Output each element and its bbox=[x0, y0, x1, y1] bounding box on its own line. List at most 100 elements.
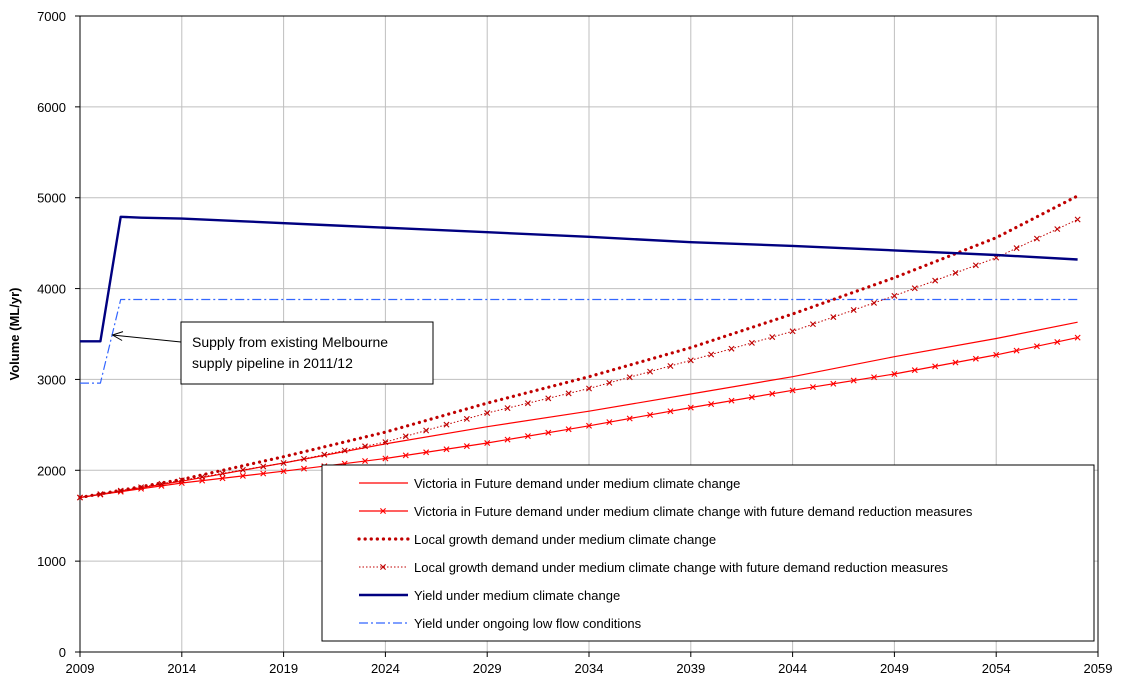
marker-stroke bbox=[769, 334, 776, 341]
annotation-arrow bbox=[112, 334, 182, 343]
marker-stroke bbox=[952, 359, 959, 366]
y-tick-label: 3000 bbox=[37, 372, 66, 387]
marker-stroke bbox=[219, 470, 226, 477]
marker-stroke bbox=[871, 374, 878, 381]
data-point bbox=[606, 419, 613, 426]
data-point bbox=[708, 351, 715, 358]
legend-label: Local growth demand under medium climate… bbox=[414, 560, 949, 575]
x-tick-label: 2034 bbox=[575, 661, 604, 676]
data-point bbox=[463, 415, 470, 422]
marker-stroke bbox=[380, 508, 386, 514]
data-point bbox=[728, 397, 735, 404]
marker-stroke bbox=[199, 473, 206, 480]
marker-stroke bbox=[972, 355, 979, 362]
data-point bbox=[647, 368, 654, 375]
marker-stroke bbox=[1074, 334, 1081, 341]
marker-stroke bbox=[1054, 338, 1061, 345]
marker-stroke bbox=[769, 390, 776, 397]
marker-stroke bbox=[341, 447, 348, 454]
data-point bbox=[1074, 216, 1081, 223]
data-point bbox=[769, 390, 776, 397]
marker-stroke bbox=[1033, 343, 1040, 350]
legend-item-1: Victoria in Future demand under medium c… bbox=[359, 476, 740, 491]
marker-stroke bbox=[972, 262, 979, 269]
data-point bbox=[911, 285, 918, 292]
x-tick-label: 2019 bbox=[269, 661, 298, 676]
data-point bbox=[1054, 226, 1061, 233]
y-tick-label: 4000 bbox=[37, 282, 66, 297]
data-point bbox=[586, 422, 592, 429]
marker-stroke bbox=[545, 395, 552, 402]
marker-stroke bbox=[708, 401, 715, 408]
data-point bbox=[606, 379, 613, 386]
data-point bbox=[586, 385, 592, 392]
data-point bbox=[423, 427, 430, 434]
marker-stroke bbox=[219, 475, 226, 482]
x-tick-label: 2024 bbox=[371, 661, 400, 676]
series-5 bbox=[80, 215, 1078, 343]
data-point bbox=[911, 367, 918, 374]
x-tick-label: 2044 bbox=[778, 661, 807, 676]
data-point bbox=[708, 401, 715, 408]
data-point bbox=[545, 429, 552, 436]
marker-stroke bbox=[280, 460, 287, 467]
marker-stroke bbox=[1033, 235, 1040, 242]
legend-box bbox=[321, 464, 1095, 642]
marker-stroke bbox=[911, 285, 918, 292]
y-tick-label: 1000 bbox=[37, 554, 66, 569]
marker-stroke bbox=[748, 339, 755, 346]
marker-stroke bbox=[463, 443, 470, 450]
x-tick-label: 2059 bbox=[1084, 661, 1113, 676]
data-point bbox=[952, 269, 959, 276]
data-point bbox=[1013, 347, 1020, 354]
marker-stroke bbox=[586, 422, 592, 429]
marker-stroke bbox=[423, 427, 430, 434]
marker-stroke bbox=[463, 415, 470, 422]
marker-stroke bbox=[362, 443, 369, 450]
data-point bbox=[382, 455, 389, 462]
legend-item-6: Yield under ongoing low flow conditions bbox=[359, 616, 642, 631]
marker-stroke bbox=[545, 429, 552, 436]
marker-stroke bbox=[809, 384, 816, 391]
data-point bbox=[1033, 235, 1040, 242]
marker-stroke bbox=[748, 394, 755, 401]
data-point bbox=[260, 463, 267, 470]
marker-stroke bbox=[362, 458, 369, 465]
marker-stroke bbox=[647, 411, 654, 418]
data-point bbox=[1033, 343, 1040, 350]
marker-stroke bbox=[484, 440, 491, 447]
data-point bbox=[789, 387, 796, 394]
marker-stroke bbox=[1013, 347, 1020, 354]
data-point bbox=[504, 405, 511, 412]
marker-stroke bbox=[932, 277, 939, 284]
x-tick-label: 2054 bbox=[982, 661, 1011, 676]
legend-label: Local growth demand under medium climate… bbox=[414, 532, 716, 547]
legend: Victoria in Future demand under medium c… bbox=[321, 464, 1095, 642]
data-point bbox=[382, 439, 389, 446]
data-point bbox=[748, 339, 755, 346]
marker-stroke bbox=[484, 410, 491, 417]
data-point bbox=[443, 446, 450, 453]
data-point bbox=[219, 475, 226, 482]
series-line bbox=[80, 215, 1078, 343]
marker-stroke bbox=[280, 468, 287, 475]
legend-item-3: Local growth demand under medium climate… bbox=[357, 532, 716, 547]
data-point bbox=[97, 491, 104, 498]
data-point bbox=[972, 355, 979, 362]
marker-stroke bbox=[443, 421, 450, 428]
marker-stroke bbox=[380, 564, 386, 570]
y-tick-label: 0 bbox=[59, 645, 66, 660]
data-point bbox=[972, 262, 979, 269]
data-point bbox=[280, 468, 287, 475]
data-point bbox=[830, 380, 837, 387]
marker-stroke bbox=[850, 377, 857, 384]
legend-item-2: Victoria in Future demand under medium c… bbox=[359, 504, 973, 519]
marker-stroke bbox=[606, 419, 613, 426]
data-point bbox=[647, 411, 654, 418]
marker-stroke bbox=[239, 466, 246, 473]
data-point bbox=[667, 362, 674, 369]
marker-stroke bbox=[830, 380, 837, 387]
axis-ticks: 2009 2014 2019 2024 2029 2034 2039 2044 2049 2054… bbox=[37, 9, 1112, 676]
data-point bbox=[484, 440, 491, 447]
data-point bbox=[423, 449, 430, 456]
